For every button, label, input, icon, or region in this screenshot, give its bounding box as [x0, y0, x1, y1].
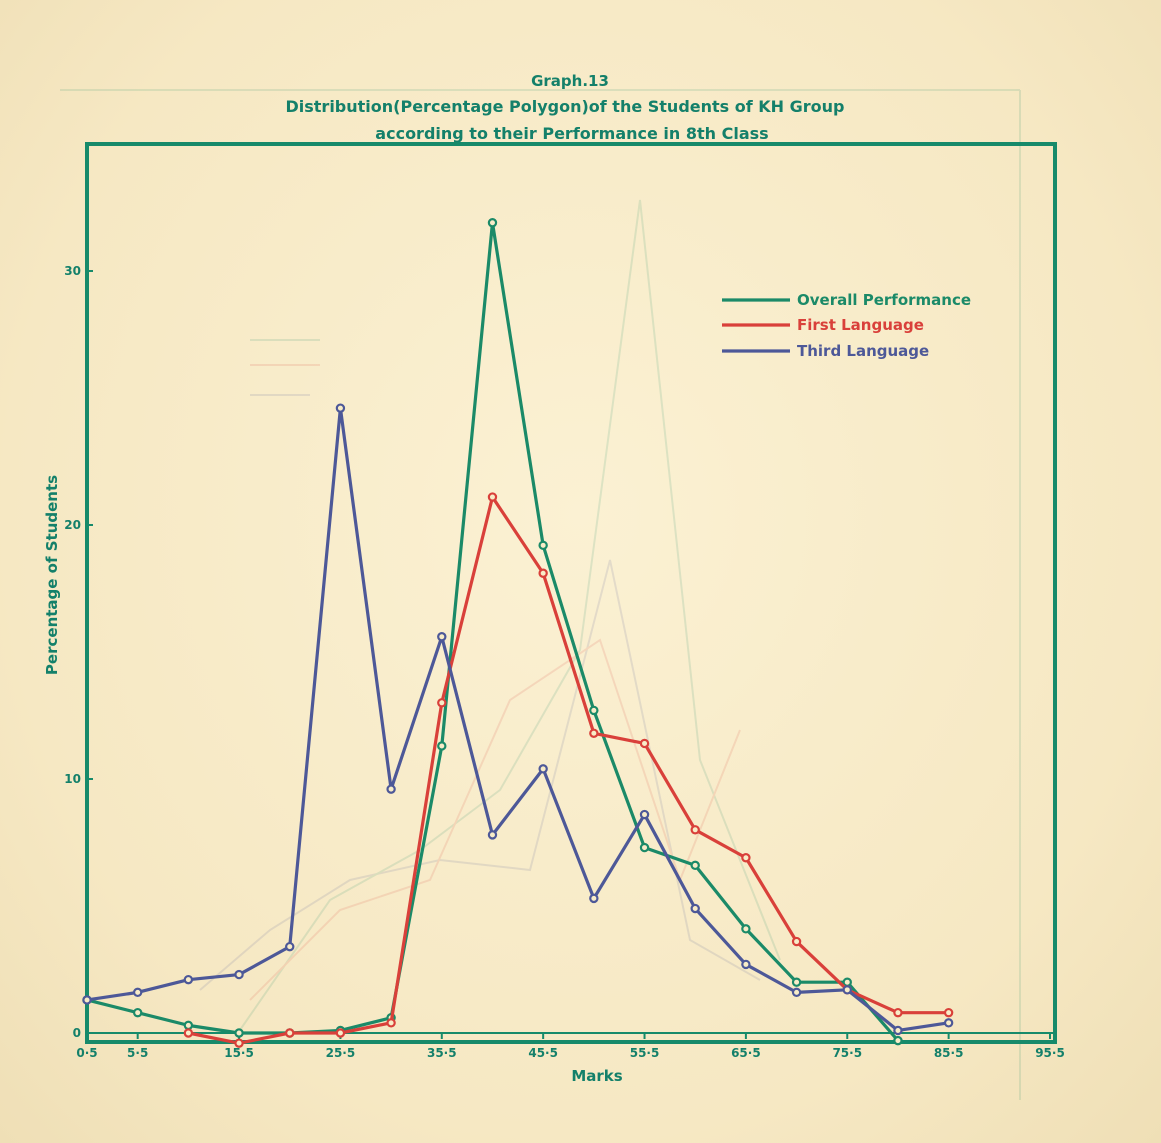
data-point [741, 853, 751, 863]
data-point [183, 1020, 194, 1031]
data-point [386, 1018, 396, 1028]
data-point [639, 738, 650, 749]
data-point [589, 893, 599, 904]
legend-entry-label: First Language [797, 316, 924, 334]
data-point [538, 764, 548, 774]
x-axis-label: Marks [571, 1067, 622, 1085]
data-point [639, 809, 650, 820]
data-point [487, 830, 498, 840]
chart-subtitle-line-2: according to their Performance in 8th Cl… [375, 124, 768, 143]
x-tick-label: 55·5 [630, 1046, 660, 1060]
series-first-language [183, 492, 954, 1048]
data-point [234, 1038, 244, 1048]
data-point [943, 1018, 954, 1028]
data-point [386, 784, 396, 794]
bleed-through-from-reverse-page [60, 89, 1021, 1100]
data-point [335, 403, 346, 413]
data-point [82, 995, 92, 1005]
legend-entry-label: Third Language [797, 342, 929, 360]
data-point [639, 842, 650, 853]
legend-entry-label: Overall Performance [797, 291, 971, 309]
data-point [893, 1035, 903, 1046]
x-tick-label: 45·5 [528, 1046, 558, 1060]
data-point [487, 492, 498, 502]
data-point [943, 1007, 954, 1018]
x-tick-label: 65·5 [731, 1046, 761, 1060]
series-third-language [82, 403, 954, 1036]
data-point [437, 698, 447, 708]
data-point [791, 987, 802, 998]
x-tick-label: 5·5 [127, 1046, 148, 1060]
data-point [285, 1028, 295, 1038]
data-point [791, 977, 802, 987]
data-point [690, 903, 700, 914]
data-point [893, 1007, 903, 1018]
series-line [85, 221, 900, 1043]
data-point [183, 974, 194, 985]
data-point [589, 728, 599, 738]
legend: Overall Performance First Language Third L… [722, 291, 971, 360]
x-tick-label: 75·5 [832, 1046, 862, 1060]
x-tick-label: 15·5 [224, 1046, 254, 1060]
data-point [741, 924, 751, 934]
data-point [842, 985, 852, 995]
y-tick-label: 30 [64, 264, 81, 278]
x-tick-label: 0·5 [76, 1046, 97, 1060]
data-point [234, 969, 244, 980]
data-point [132, 1007, 143, 1018]
x-tick-label: 35·5 [427, 1046, 457, 1060]
data-point [791, 936, 802, 947]
data-point [183, 1028, 194, 1038]
chart-title: Graph.13 [531, 72, 609, 90]
data-point [741, 959, 751, 970]
data-point [132, 987, 143, 998]
y-tick-label: 10 [64, 772, 81, 786]
data-point [538, 540, 548, 551]
x-tick-label: 85·5 [934, 1046, 964, 1060]
y-tick-label: 0 [73, 1026, 81, 1040]
data-point [234, 1028, 244, 1038]
axes: 0·5 5·5 15·5 25·5 35·5 45·5 55·5 65·5 75·5 85·5 95… [64, 264, 1065, 1060]
data-point [690, 860, 700, 871]
series-line [186, 495, 951, 1045]
plot-frame [85, 142, 1057, 1044]
series-layer [82, 218, 954, 1048]
x-tick-label: 95·5 [1035, 1046, 1065, 1060]
data-point [842, 977, 852, 987]
data-point [538, 568, 548, 578]
y-axis-label: Percentage of Students [43, 475, 61, 675]
data-point [589, 705, 599, 716]
x-tick-label: 25·5 [326, 1046, 356, 1060]
data-point [335, 1028, 346, 1038]
series-overall-performance [82, 218, 903, 1046]
data-point [893, 1025, 903, 1036]
data-point [437, 741, 447, 751]
series-line [85, 406, 951, 1033]
data-point [487, 218, 498, 228]
data-point [437, 632, 447, 642]
y-tick-label: 20 [64, 518, 81, 532]
chart-subtitle-line-1: Distribution(Percentage Polygon)of the S… [285, 97, 844, 116]
data-point [285, 941, 295, 952]
data-point [690, 825, 700, 835]
